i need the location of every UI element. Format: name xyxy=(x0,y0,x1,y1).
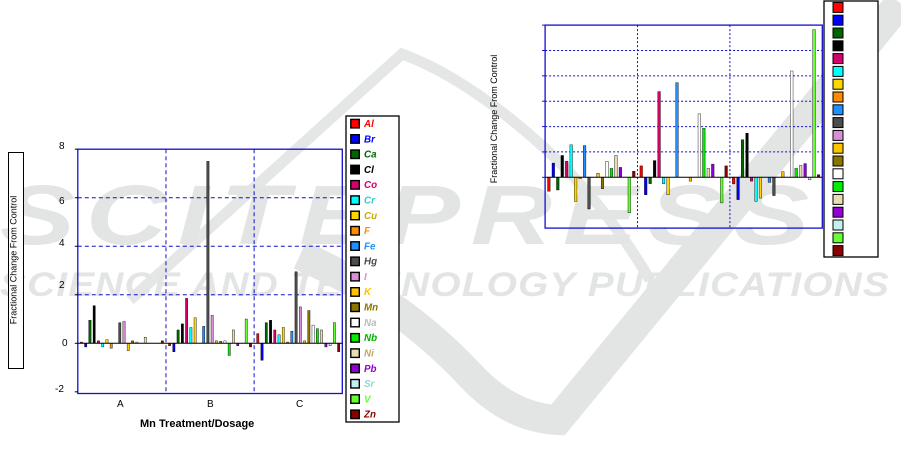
svg-text:Al: Al xyxy=(363,119,374,130)
svg-text:Mn: Mn xyxy=(364,303,378,314)
svg-text:Ca: Ca xyxy=(364,150,377,161)
svg-text:Fe: Fe xyxy=(364,241,376,252)
svg-text:Ni: Ni xyxy=(364,348,374,359)
svg-text:Cl: Cl xyxy=(364,165,374,176)
svg-text:I: I xyxy=(364,272,367,283)
svg-text:Nb: Nb xyxy=(364,333,377,344)
svg-text:Zn: Zn xyxy=(363,410,376,421)
svg-text:K: K xyxy=(364,287,372,298)
svg-text:Cr: Cr xyxy=(364,196,376,207)
svg-text:Na: Na xyxy=(364,318,377,329)
svg-text:Br: Br xyxy=(364,134,376,145)
svg-text:Hg: Hg xyxy=(364,257,377,268)
svg-text:Pb: Pb xyxy=(364,364,377,375)
svg-text:Sr: Sr xyxy=(364,379,376,390)
svg-text:Co: Co xyxy=(364,180,377,191)
svg-text:F: F xyxy=(364,226,371,237)
svg-text:Cu: Cu xyxy=(364,211,377,222)
